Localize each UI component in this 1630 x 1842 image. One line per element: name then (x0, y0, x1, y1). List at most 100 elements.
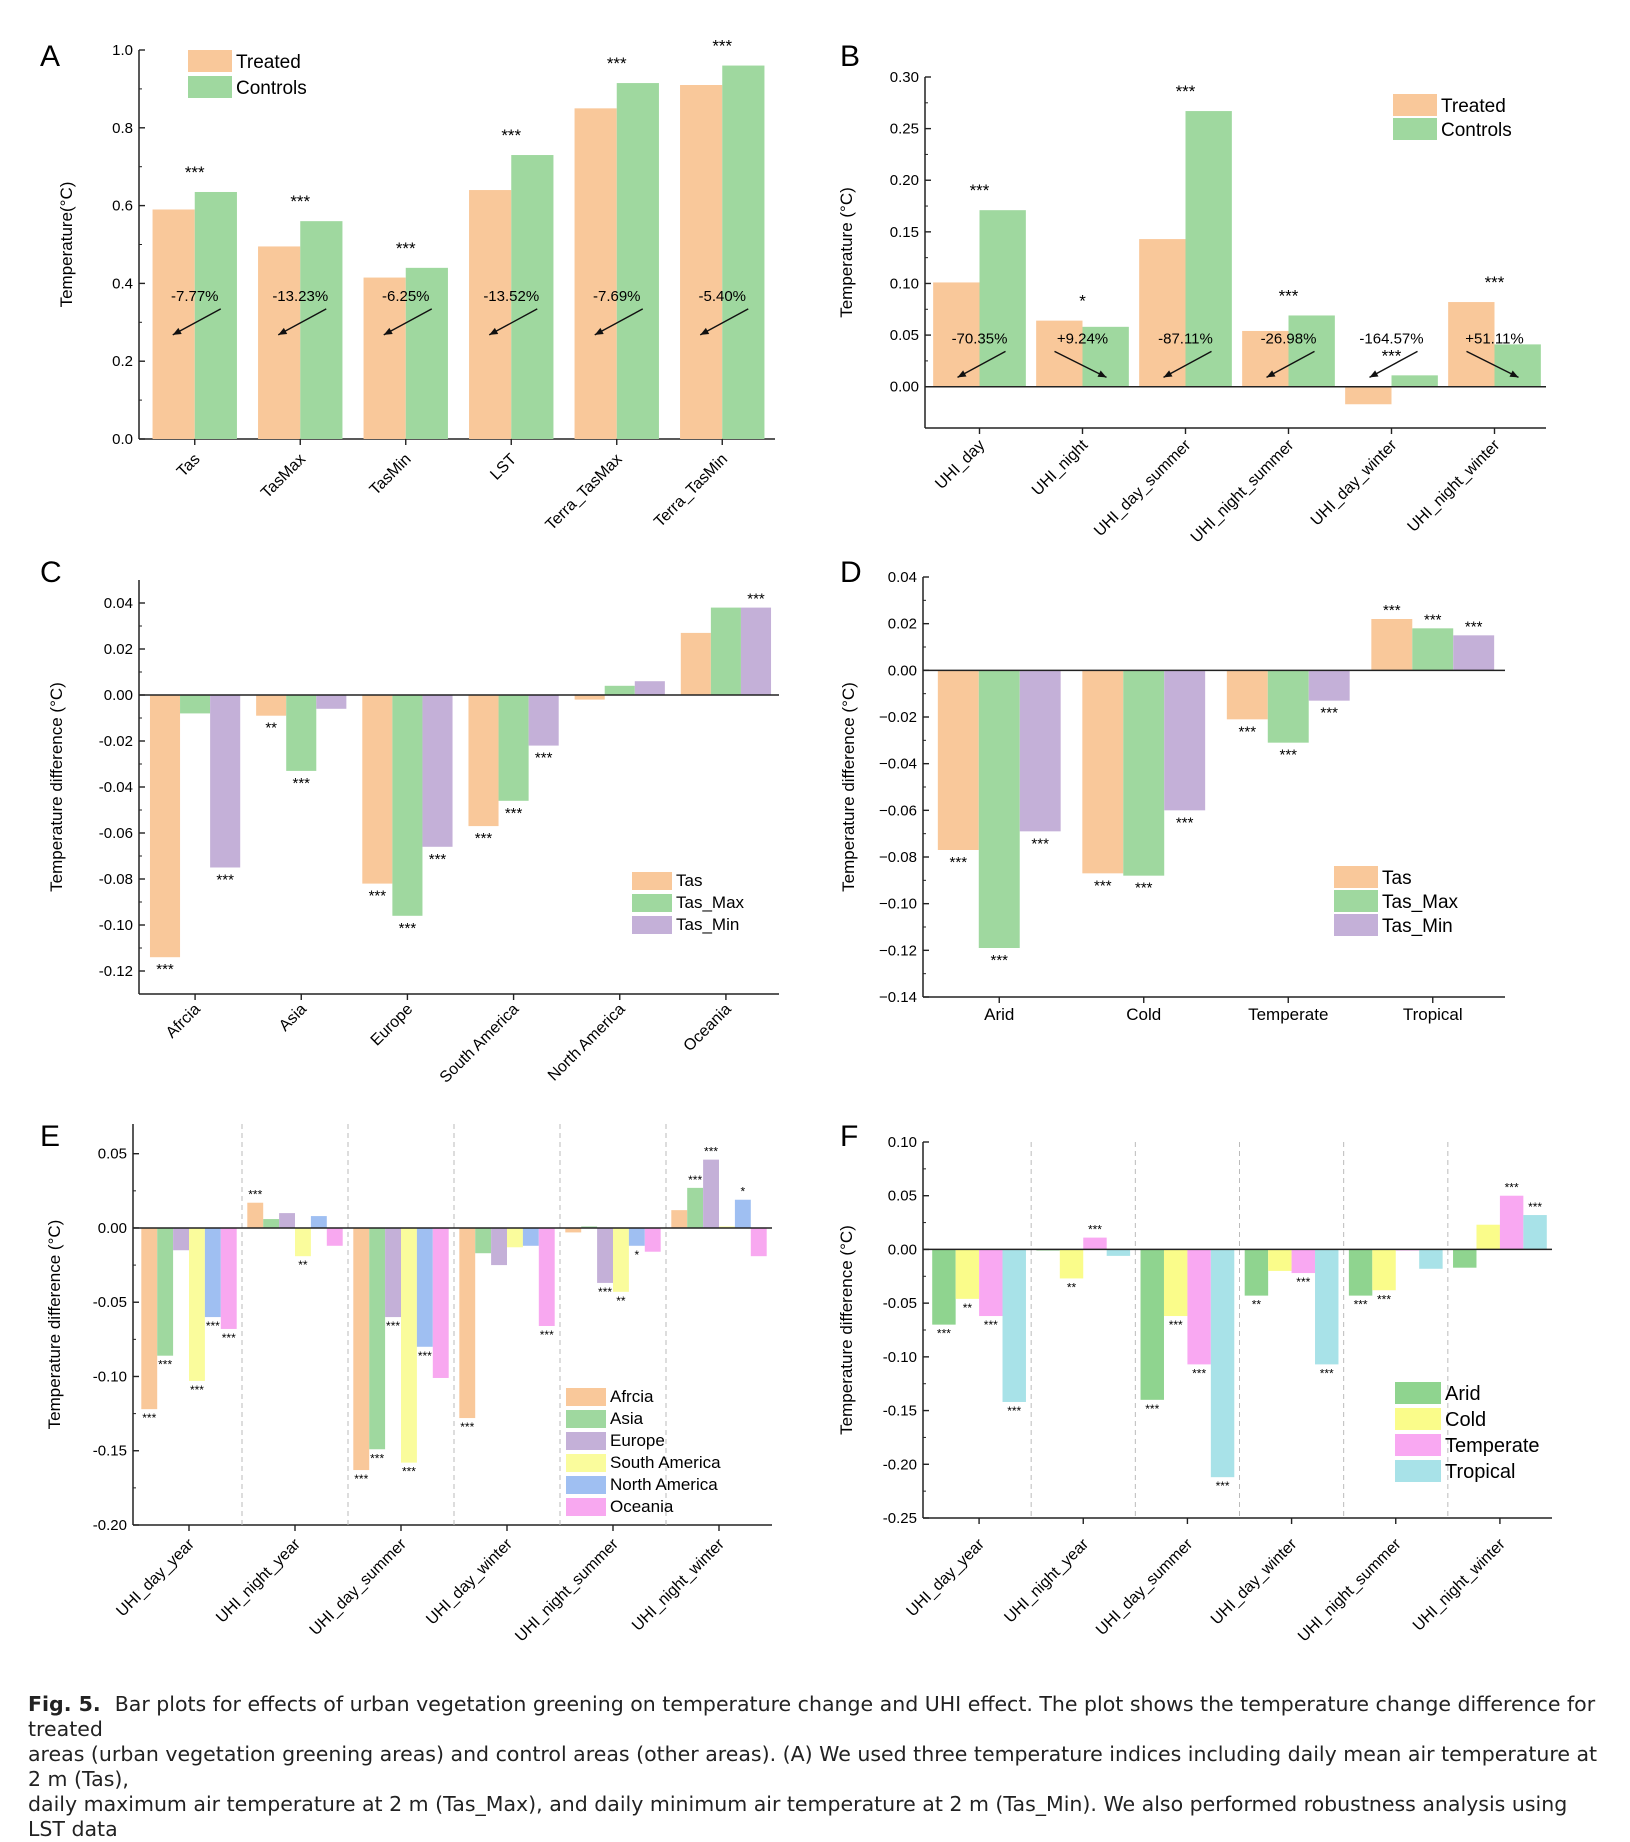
legend-label: Controls (236, 78, 307, 99)
bar-north-america (204, 1227, 221, 1318)
bar-treated (1448, 302, 1495, 387)
x-tick-label: UHI_day_summer (1091, 436, 1195, 540)
bar-asia (157, 1227, 174, 1356)
bar-north-america (522, 1227, 539, 1246)
bar-europe (279, 1213, 295, 1228)
legend-label: Arid (1445, 1383, 1481, 1405)
bar-tropical (1523, 1215, 1547, 1250)
significance-mark: *** (1216, 1479, 1230, 1493)
bar-treated (1139, 239, 1186, 387)
y-tick-label: -0.10 (93, 1368, 127, 1385)
y-tick-label: -0.15 (93, 1443, 127, 1460)
annotation-arrowhead (1163, 370, 1173, 378)
y-tick-label: -0.05 (883, 1295, 917, 1312)
significance-mark: *** (501, 126, 521, 145)
bar-controls (511, 155, 554, 439)
annotation-arrow (1369, 350, 1418, 378)
annotation-arrow (172, 308, 222, 336)
x-tick-label: UHI_night_winter (1410, 1535, 1509, 1634)
legend-label: Tas_Min (1382, 916, 1453, 937)
y-axis-title: Temperature difference (°C) (47, 682, 66, 892)
legend-swatch (632, 894, 672, 912)
legend-label: Tropical (1445, 1461, 1515, 1483)
significance-mark: *** (1505, 1181, 1519, 1195)
legend-label: South America (610, 1453, 721, 1472)
caption-line-2: areas (urban vegetation greening areas) … (28, 1742, 1598, 1791)
legend-swatch (632, 916, 672, 934)
significance-mark: *** (292, 775, 310, 792)
percent-annotation: -70.35% (952, 330, 1008, 347)
percent-annotation: -6.25% (382, 288, 430, 305)
annotation-arrow (277, 308, 327, 336)
bar-tas_min (1019, 670, 1061, 832)
bar-afrcia (565, 1227, 582, 1233)
bar-arid (1140, 1249, 1164, 1400)
bar-south-america (507, 1227, 523, 1248)
significance-mark: *** (1169, 1318, 1183, 1332)
significance-mark: *** (370, 1451, 384, 1465)
y-tick-label: 0.04 (888, 569, 917, 586)
bar-controls (722, 65, 765, 439)
y-tick-label: -0.15 (883, 1403, 917, 1420)
significance-mark: *** (1031, 835, 1049, 852)
bar-tas_max (604, 685, 635, 695)
annotation-arrowhead (1369, 370, 1379, 378)
annotation-arrow (488, 308, 538, 336)
bar-controls (1494, 344, 1541, 387)
y-tick-label: −0.06 (879, 802, 917, 819)
annotation-arrow (1466, 350, 1519, 378)
y-tick-label: 0.00 (888, 662, 917, 679)
legend: Afrcia Asia Europe South America North Ameri… (566, 1387, 721, 1516)
legend-swatch (1395, 1408, 1441, 1430)
x-tick-label: UHI_day_year (904, 1535, 989, 1620)
bar-tas_min (1453, 635, 1495, 671)
annotation-arrow (957, 350, 1006, 378)
caption-line-3: daily maximum air temperature at 2 m (Ta… (28, 1792, 1568, 1841)
bar-asia (263, 1219, 280, 1228)
bar-tropical (1210, 1249, 1235, 1478)
x-tick-label: UHI_night (1029, 436, 1092, 499)
significance-mark: *** (369, 888, 387, 905)
legend-swatch (1393, 118, 1437, 140)
significance-mark: ** (1252, 1298, 1262, 1312)
significance-mark: *** (142, 1411, 156, 1425)
x-tick-label: Terra_TasMax (543, 451, 626, 534)
significance-mark: *** (688, 1173, 702, 1187)
panel-d: D −0.14 −0.12 −0.10 −0.08 −0.06 −0.04 −0.02 0.00… (839, 556, 1505, 1024)
bar-south-america (189, 1227, 205, 1381)
annotation-arrow (383, 308, 433, 336)
x-tick-label: UHI_day (932, 437, 988, 493)
percent-annotation: -7.69% (593, 288, 641, 305)
y-tick-label: −0.10 (879, 896, 917, 913)
percent-annotation: -13.52% (483, 288, 539, 305)
bar-tas_max (1123, 670, 1165, 876)
bar-north-america (628, 1227, 645, 1246)
significance-mark: *** (354, 1472, 368, 1486)
legend-label: Treated (236, 52, 301, 73)
x-tick-label: UHI_night_summer (512, 1535, 622, 1645)
bar-oceania (644, 1227, 661, 1252)
percent-annotation: -5.40% (698, 288, 746, 305)
y-tick-label: 0.00 (890, 379, 919, 396)
panel-letter: E (40, 1120, 60, 1153)
bar-temperate (1083, 1237, 1107, 1250)
legend-label: Treated (1441, 96, 1506, 117)
x-tick-label: Terra_TasMin (651, 451, 731, 531)
panel-e: E -0.20 -0.15 -0.10 -0.05 0.00 0.05 Temperature… (40, 1120, 772, 1645)
percent-annotation: -26.98% (1261, 330, 1317, 347)
significance-mark: *** (937, 1327, 951, 1341)
y-tick-label: −0.04 (879, 756, 917, 773)
y-tick-label: 0.0 (112, 431, 133, 448)
percent-annotation: -13.23% (272, 288, 328, 305)
y-tick-label: 0.00 (98, 1220, 127, 1237)
annotation-arrowhead (1509, 370, 1519, 378)
significance-mark: *** (1485, 273, 1505, 292)
legend-swatch (1334, 866, 1378, 888)
bar-controls (616, 83, 659, 439)
legend-swatch (566, 1388, 606, 1406)
significance-mark: *** (222, 1331, 236, 1345)
bar-controls (1185, 111, 1232, 387)
significance-mark: *** (1377, 1292, 1391, 1306)
bar-north-america (310, 1216, 327, 1228)
y-tick-label: -0.20 (93, 1517, 127, 1534)
